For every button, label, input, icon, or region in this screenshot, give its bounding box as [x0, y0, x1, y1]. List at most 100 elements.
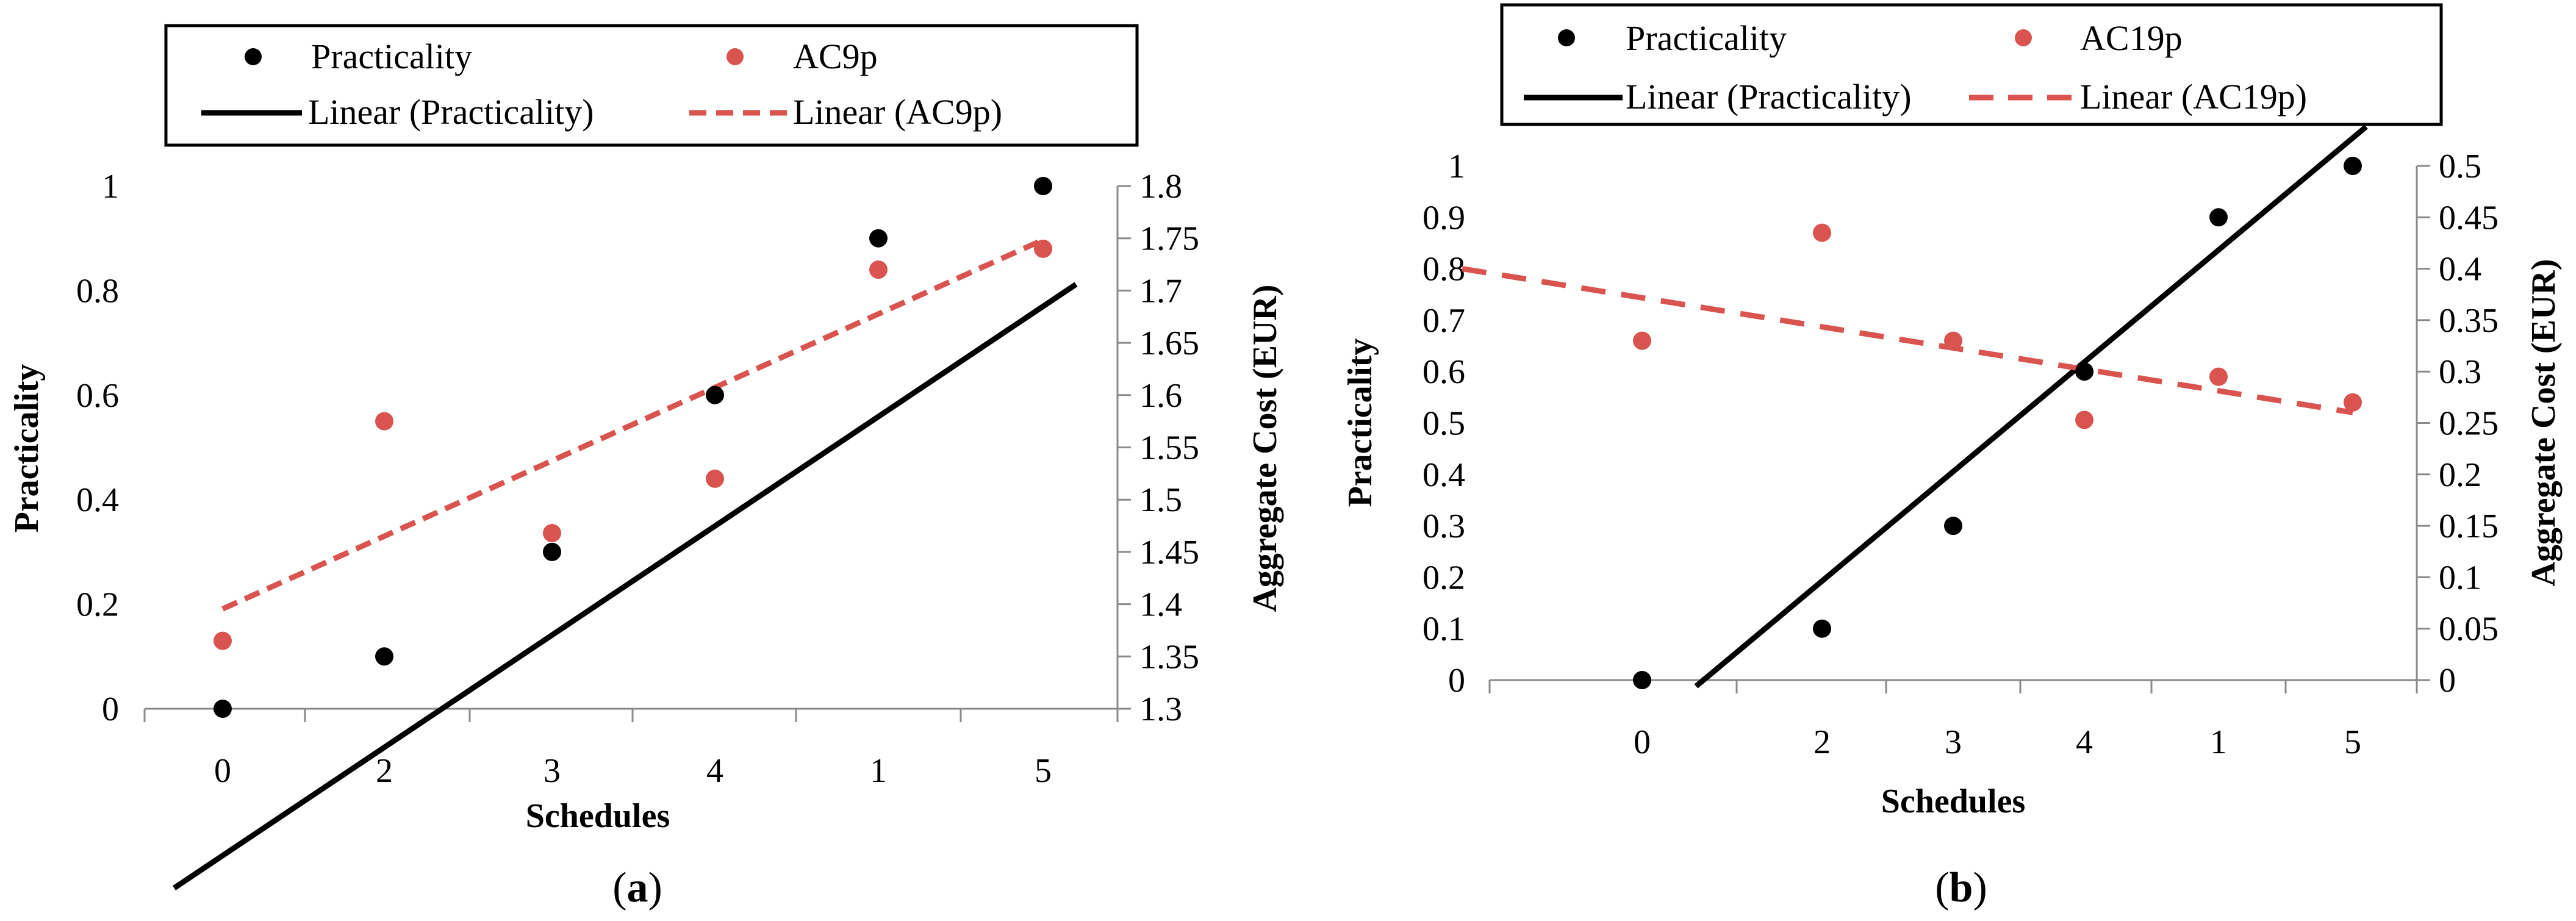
point-cost-a-1 [869, 260, 888, 279]
point-practicality-a-2 [375, 647, 393, 666]
legend-label-practicality-a: Practicality [311, 37, 472, 76]
trendlines-b [1462, 124, 2368, 689]
y2-tick-label-b-3: 0.15 [2439, 507, 2499, 545]
trendline-cost-a [221, 237, 1044, 612]
y-tick-label-a-4: 0.8 [76, 272, 119, 310]
point-cost-a-3 [543, 524, 561, 543]
y-tick-labels-b: 0 0.1 0.2 0.3 0.4 0.5 0.6 0.7 0.8 0.9 1 [1423, 148, 1465, 700]
x-ticks-b [1488, 680, 2418, 693]
legend-a: Practicality AC9p Linear (Practicality) … [164, 24, 1139, 147]
point-practicality-a-4 [706, 385, 724, 404]
point-practicality-b-2 [1813, 619, 1831, 638]
x-tick-label-a-5: 5 [1035, 752, 1052, 790]
x-axis-title-b: Schedules [1881, 783, 2026, 820]
y2-axis-title-b: Aggregate Cost (EUR) [2525, 259, 2563, 586]
y2-tick-label-a-6: 1.6 [1139, 377, 1182, 415]
y-axis-title-a: Practicality [8, 364, 46, 533]
x-tick-label-a-4: 4 [706, 752, 723, 790]
y-tick-label-a-5: 1 [102, 168, 119, 206]
caption-a: (a) [612, 864, 662, 911]
y2-tick-label-a-1: 1.35 [1139, 638, 1199, 676]
point-practicality-a-5 [1034, 177, 1052, 195]
y-tick-label-b-5: 0.5 [1423, 405, 1465, 443]
x-tick-label-b-0: 0 [1634, 723, 1651, 761]
y2-tick-label-b-6: 0.3 [2439, 353, 2481, 391]
legend-b: Practicality AC19p Linear (Practicality)… [1500, 3, 2443, 126]
legend-label-cost-trend-a: Linear (AC9p) [793, 92, 1002, 132]
x-ticks-a [143, 709, 1119, 722]
trendline-practicality-a [172, 282, 1078, 891]
x-tick-label-b-5: 5 [2344, 723, 2361, 761]
chart-panel-b: Practicality AC19p Linear (Practicality)… [1341, 3, 2563, 911]
point-practicality-b-5 [2344, 157, 2362, 175]
legend-box-a [164, 24, 1139, 147]
x-tick-label-a-3: 3 [544, 752, 561, 790]
trendlines-a [172, 237, 1078, 891]
y-tick-labels-a: 0 0.2 0.4 0.6 0.8 1 [76, 168, 119, 728]
y2-tick-label-a-7: 1.65 [1139, 324, 1199, 362]
trendline-practicality-b [1694, 124, 2368, 689]
y2-tick-label-b-9: 0.45 [2439, 199, 2499, 237]
x-tick-label-b-2: 2 [1814, 723, 1831, 761]
y-tick-label-a-1: 0.2 [76, 586, 119, 624]
legend-marker-cost-b [2015, 29, 2032, 46]
point-cost-b-0 [1633, 331, 1651, 350]
x-tick-label-a-1: 1 [870, 752, 887, 790]
point-practicality-b-4 [2075, 362, 2093, 381]
y-tick-label-b-7: 0.7 [1423, 302, 1465, 340]
point-cost-b-4 [2075, 410, 2093, 429]
y2-ticks-b [2417, 165, 2430, 681]
x-tick-labels-a: 0 2 3 4 1 5 [214, 752, 1052, 790]
y2-ticks-a [1118, 185, 1131, 710]
y2-tick-label-b-10: 0.5 [2439, 148, 2481, 185]
point-cost-a-5 [1034, 239, 1052, 258]
x-tick-label-b-4: 4 [2076, 723, 2093, 761]
x-tick-label-b-1: 1 [2210, 723, 2227, 761]
y2-tick-label-b-8: 0.4 [2439, 251, 2481, 288]
y-tick-label-b-6: 0.6 [1423, 353, 1465, 391]
point-cost-a-2 [375, 412, 393, 431]
y-tick-label-a-2: 0.4 [76, 481, 119, 519]
caption-b: (b) [1935, 864, 1987, 911]
y2-tick-label-b-1: 0.05 [2439, 611, 2499, 648]
legend-marker-practicality-a [245, 48, 262, 65]
y2-axis-title-a: Aggregate Cost (EUR) [1246, 284, 1284, 612]
chart-panel-a: Practicality AC9p Linear (Practicality) … [8, 24, 1284, 911]
data-points-a [213, 177, 1052, 718]
point-cost-b-3 [1944, 331, 1962, 350]
trendline-cost-b [1462, 266, 2353, 415]
legend-label-cost-b: AC19p [2080, 18, 2183, 58]
data-points-b [1633, 157, 2362, 689]
point-practicality-b-0 [1633, 671, 1651, 689]
y-tick-label-b-8: 0.8 [1423, 251, 1465, 288]
legend-label-practicality-b: Practicality [1626, 18, 1787, 58]
y2-tick-label-b-2: 0.1 [2439, 559, 2481, 597]
y2-tick-label-a-0: 1.3 [1139, 690, 1182, 728]
y2-tick-label-a-3: 1.45 [1139, 534, 1199, 572]
point-cost-a-4 [706, 469, 724, 488]
y2-tick-label-b-5: 0.25 [2439, 405, 2499, 443]
caption-letter-a: a [627, 864, 648, 911]
y2-tick-label-a-10: 1.8 [1139, 168, 1182, 206]
y-tick-label-b-3: 0.3 [1423, 507, 1465, 545]
point-cost-b-1 [2209, 367, 2228, 386]
point-practicality-b-1 [2209, 208, 2228, 227]
legend-box-b [1500, 3, 2443, 126]
caption-letter-b: b [1950, 864, 1973, 911]
legend-marker-practicality-b [1558, 29, 1575, 46]
point-cost-a-0 [213, 631, 232, 650]
y-tick-label-a-3: 0.6 [76, 377, 119, 415]
legend-label-practicality-trend-b: Linear (Practicality) [1626, 77, 1912, 116]
x-tick-label-a-0: 0 [214, 752, 231, 790]
y2-tick-label-b-4: 0.2 [2439, 456, 2481, 494]
x-tick-label-b-3: 3 [1945, 723, 1962, 761]
y-tick-label-b-1: 0.1 [1423, 611, 1465, 648]
point-practicality-a-0 [213, 700, 232, 718]
point-practicality-a-3 [543, 542, 561, 561]
y2-tick-label-b-7: 0.35 [2439, 302, 2499, 340]
y2-tick-label-a-9: 1.75 [1139, 220, 1199, 258]
y2-tick-label-a-2: 1.4 [1139, 586, 1182, 624]
legend-label-cost-a: AC9p [793, 37, 878, 76]
y2-tick-label-a-5: 1.55 [1139, 429, 1199, 467]
